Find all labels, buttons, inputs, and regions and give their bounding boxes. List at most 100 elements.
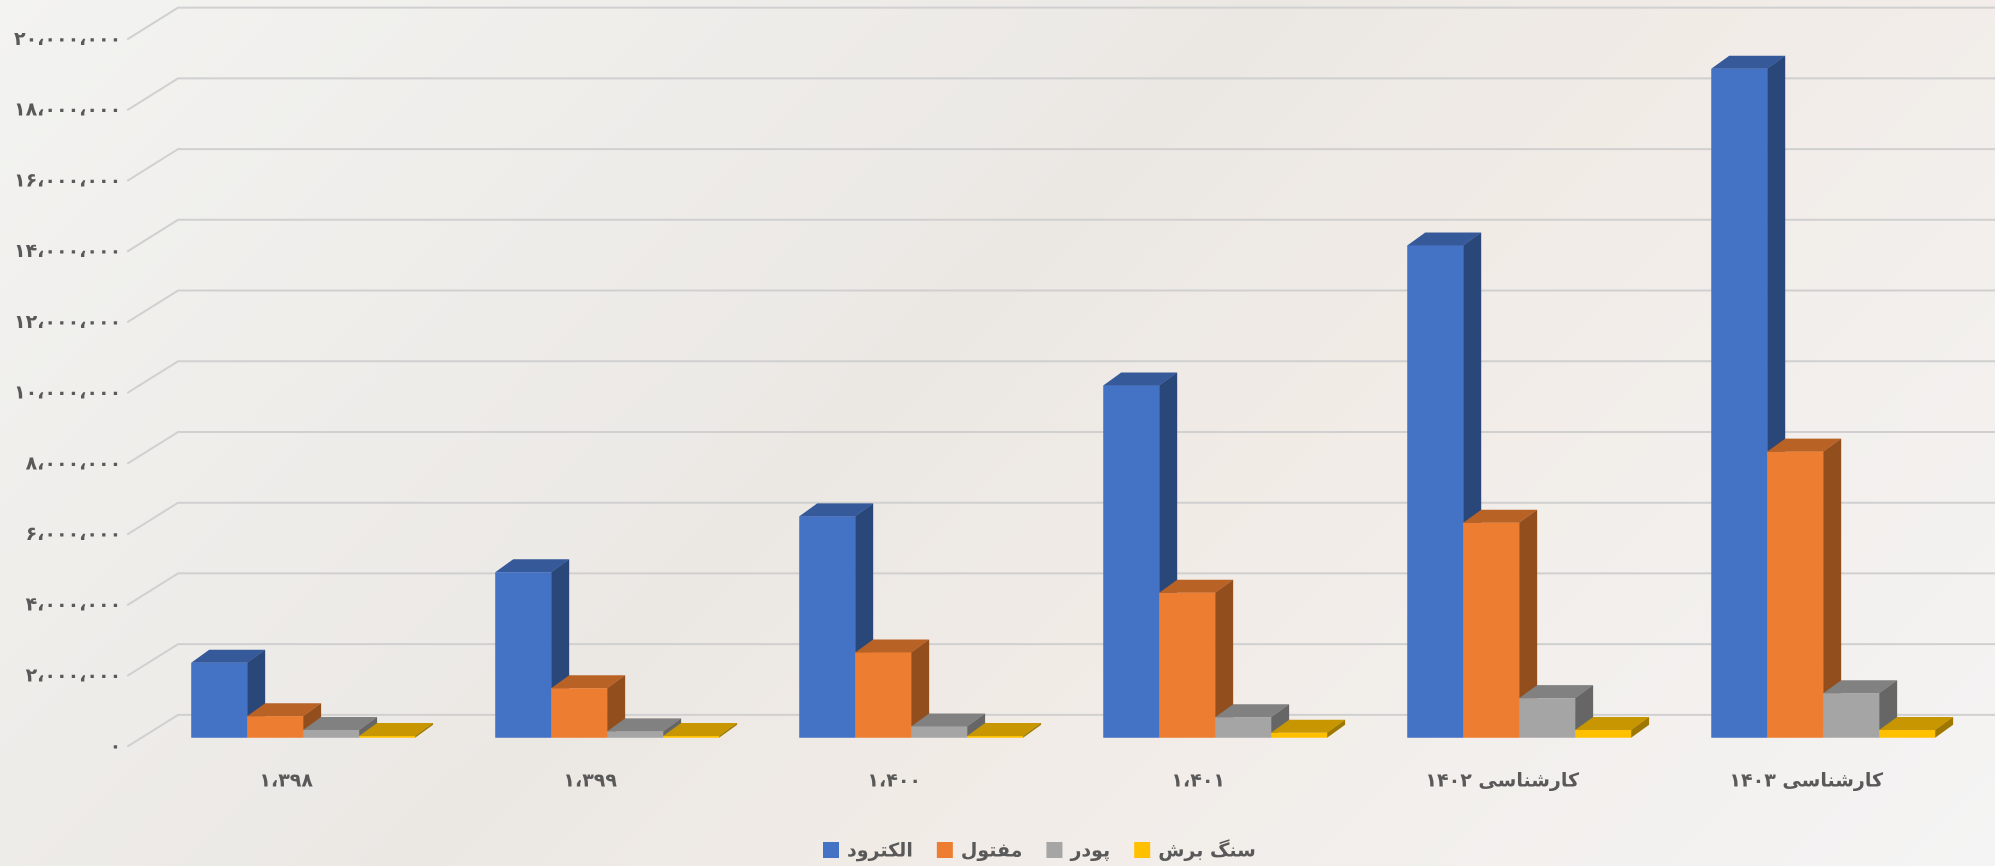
legend-label: سنگ برش [1158, 839, 1256, 862]
bar-3d [303, 716, 378, 738]
x-tick-label: ۱،۴۰۰ [867, 770, 921, 792]
x-tick-label: کارشناسی ۱۴۰۲ [1425, 770, 1580, 792]
bar-top [799, 503, 874, 517]
bar-3d [359, 722, 434, 738]
legend-swatch [936, 842, 953, 858]
bar-side [359, 716, 378, 738]
bar-side [1215, 579, 1234, 738]
bar-3d [1767, 438, 1842, 738]
y-tick-label: ۸،۰۰۰،۰۰۰ [26, 452, 122, 474]
grid-line [126, 218, 1995, 253]
bar-top [855, 639, 930, 653]
bar-top [607, 718, 682, 732]
legend-label: مفتول [961, 840, 1023, 862]
legend-swatch [1046, 842, 1063, 858]
bar-3d [1407, 232, 1482, 738]
bar-top [1215, 704, 1290, 718]
bar-top [1879, 716, 1954, 730]
x-tick-label: ۱،۳۹۹ [563, 770, 617, 792]
legend-swatch [1134, 842, 1151, 858]
x-tick-label: ۱،۴۰۱ [1171, 770, 1225, 792]
grid-line [126, 501, 1995, 536]
y-tick-label: ۲۰،۰۰۰،۰۰۰ [14, 28, 121, 50]
bar-side [1519, 509, 1538, 738]
legend-label: الکترود [847, 840, 913, 862]
bar [855, 652, 912, 738]
y-tick-label: ۱۸،۰۰۰،۰۰۰ [14, 99, 121, 121]
bar-top [359, 722, 434, 736]
bar [1879, 729, 1936, 738]
bar [1271, 732, 1328, 738]
bar [359, 735, 416, 738]
bar [663, 735, 720, 738]
bar-side [1823, 438, 1842, 738]
bar-3d [1215, 704, 1290, 738]
bar-side [1271, 704, 1290, 738]
y-tick-label: ۴،۰۰۰،۰۰۰ [26, 594, 122, 616]
bar [1711, 68, 1768, 738]
y-tick-label: ۱۰،۰۰۰،۰۰۰ [14, 382, 121, 404]
bar-top [1519, 685, 1594, 699]
bar-side [967, 713, 986, 738]
bar-3d [967, 722, 1042, 738]
grid-line [126, 148, 1995, 182]
legend-swatch [823, 842, 839, 858]
bar-top [191, 649, 266, 663]
bar-3d [495, 559, 570, 738]
bar-side [911, 639, 930, 738]
bar-3d [1463, 509, 1538, 738]
bar-top [1711, 55, 1786, 69]
bar [1463, 522, 1520, 738]
bar [191, 662, 248, 738]
bar [967, 735, 1024, 738]
y-tick-label: ۱۴،۰۰۰،۰۰۰ [14, 240, 121, 262]
y-tick-label: ۶،۰۰۰،۰۰۰ [26, 523, 122, 545]
legend-label: پودر [1069, 840, 1110, 862]
bar-side [1327, 719, 1346, 738]
bar-side [1935, 716, 1954, 738]
grid-line [126, 6, 1995, 41]
bar [911, 726, 968, 738]
bar-top [1103, 372, 1178, 386]
bar-side [1631, 716, 1650, 738]
bar-top [1407, 232, 1482, 246]
x-tick-label: ۱،۳۹۸ [259, 770, 313, 792]
y-tick-label: ۱۶،۰۰۰،۰۰۰ [14, 169, 121, 191]
bar [247, 716, 304, 738]
bar-top [663, 722, 738, 736]
bar [1407, 245, 1464, 738]
bar-side [415, 722, 434, 738]
bar-top [1823, 680, 1898, 694]
bar [1215, 717, 1272, 738]
bar-3d [663, 722, 738, 738]
bar [1575, 729, 1632, 738]
bar-top [1575, 716, 1650, 730]
bar [1823, 693, 1880, 738]
bar-3d [1823, 680, 1898, 738]
grid-line [126, 77, 1995, 112]
grid-line [126, 713, 1995, 748]
bar [1103, 385, 1160, 738]
bar-top [1767, 438, 1842, 452]
bar [607, 731, 664, 738]
bar-3d [551, 675, 626, 738]
bar-3d [1575, 716, 1650, 738]
grid-line [126, 289, 1995, 324]
bar-top [967, 722, 1042, 736]
bar-3d [911, 713, 986, 738]
grid-line [126, 572, 1995, 607]
bar [551, 688, 608, 738]
y-tick-label: ۱۲،۰۰۰،۰۰۰ [14, 311, 121, 333]
bar-top [1271, 719, 1346, 733]
bar-side [719, 722, 738, 738]
grid-line [126, 643, 1995, 677]
bar-side [1023, 722, 1042, 738]
bar-3d [1879, 716, 1954, 738]
bar-top [1463, 509, 1538, 523]
grid-line [126, 360, 1995, 394]
y-tick-label: ۲،۰۰۰،۰۰۰ [26, 664, 122, 686]
bar-top [303, 716, 378, 730]
bar [1519, 698, 1576, 738]
bar-3d [1159, 579, 1234, 738]
